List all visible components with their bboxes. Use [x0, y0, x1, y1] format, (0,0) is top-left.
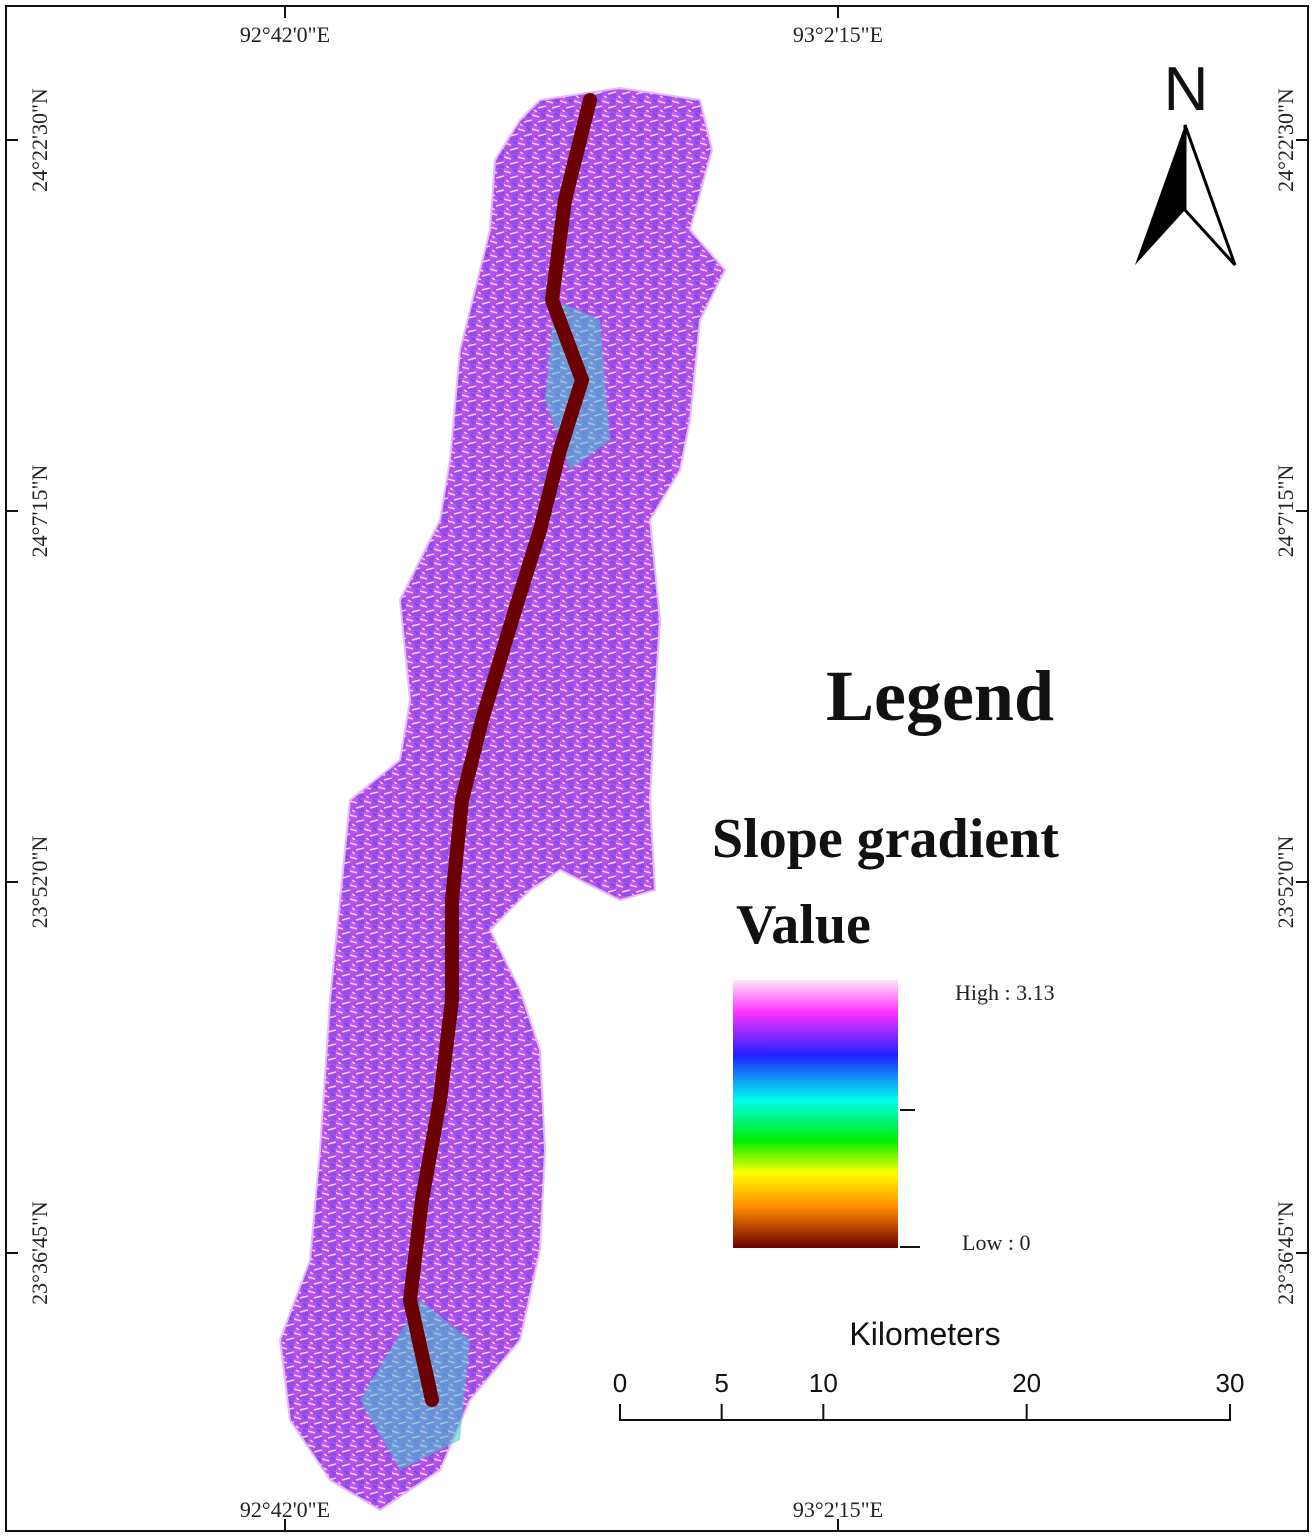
x-coord-label: 92°42'0"E — [240, 1497, 330, 1522]
scale-label: 10 — [809, 1368, 838, 1398]
y-coord-label: 24°22'30"N — [27, 88, 52, 192]
legend-subtitle: Slope gradient — [712, 808, 1059, 870]
y-coord-label: 23°36'45"N — [27, 1201, 52, 1305]
x-coord-label: 93°2'15"E — [793, 1497, 883, 1522]
y-coord-label: 23°52'0"N — [1273, 836, 1298, 929]
x-coord-label: 92°42'0"E — [240, 22, 330, 47]
scale-label: 0 — [613, 1368, 627, 1398]
watershed — [280, 88, 725, 1510]
scale-label: 5 — [714, 1368, 728, 1398]
north-arrow: N — [1135, 55, 1235, 265]
scale-unit: Kilometers — [849, 1316, 1000, 1352]
y-coord-label: 24°7'15"N — [27, 465, 52, 558]
x-coord-label: 93°2'15"E — [793, 22, 883, 47]
legend-field: Value — [736, 894, 871, 956]
color-ramp — [733, 980, 898, 1248]
y-coord-label: 23°36'45"N — [1273, 1201, 1298, 1305]
y-coord-label: 24°7'15"N — [1273, 465, 1298, 558]
legend-high: High : 3.13 — [955, 980, 1055, 1005]
legend-low: Low : 0 — [962, 1230, 1030, 1255]
north-label: N — [1164, 55, 1209, 124]
map: N Legend Slope gradient Value High : 3.1… — [0, 0, 1314, 1537]
legend-title: Legend — [826, 656, 1054, 736]
scale-label: 20 — [1012, 1368, 1041, 1398]
y-coord-label: 23°52'0"N — [27, 836, 52, 929]
scale-label: 30 — [1216, 1368, 1245, 1398]
y-coord-label: 24°22'30"N — [1273, 88, 1298, 192]
